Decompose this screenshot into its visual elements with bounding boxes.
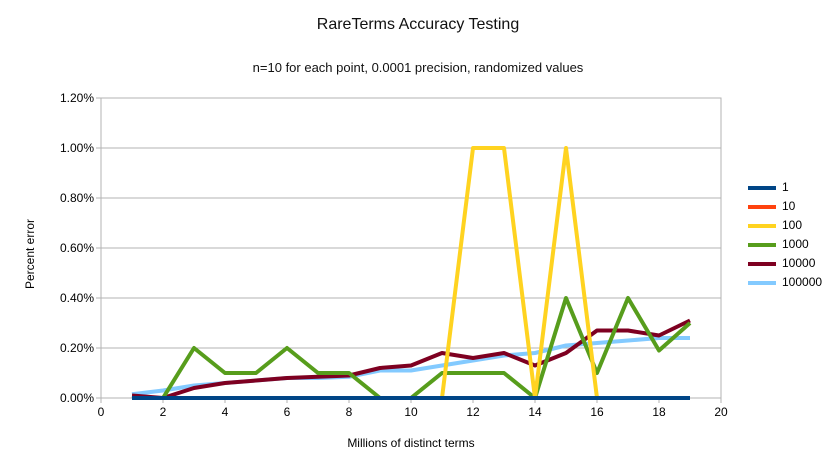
x-tick-label: 6 (284, 405, 291, 419)
chart-title: RareTerms Accuracy Testing (316, 16, 520, 33)
x-tick-label: 14 (528, 405, 542, 419)
x-tick-label: 12 (466, 405, 480, 419)
y-tick-label: 0.40% (60, 291, 94, 305)
x-tick-label: 10 (404, 405, 418, 419)
y-tick-label: 0.00% (60, 391, 94, 405)
series-line-100 (132, 146, 690, 400)
y-tick-label: 1.20% (60, 91, 94, 105)
y-tick-label: 0.60% (60, 241, 94, 255)
legend-label: 100 (782, 218, 803, 232)
legend-swatch (748, 242, 776, 247)
legend-item-10000: 10000 (748, 254, 822, 273)
legend-item-100000: 100000 (748, 273, 822, 292)
legend-swatch (748, 185, 776, 190)
legend-swatch (748, 223, 776, 228)
chart-subtitle: n=10 for each point, 0.0001 precision, r… (252, 60, 584, 75)
x-tick-label: 4 (222, 405, 229, 419)
legend-swatch (748, 261, 776, 266)
x-tick-label: 8 (346, 405, 353, 419)
legend-label: 100000 (782, 275, 823, 289)
x-tick-label: 16 (590, 405, 604, 419)
y-tick-label: 0.80% (60, 191, 94, 205)
legend-item-1000: 1000 (748, 235, 822, 254)
x-tick-label: 18 (652, 405, 666, 419)
legend-swatch (748, 204, 776, 209)
legend-label: 1 (782, 180, 789, 194)
legend-label: 10000 (782, 256, 816, 270)
x-tick-label: 2 (160, 405, 167, 419)
legend-label: 1000 (782, 237, 809, 251)
legend-item-1: 1 (748, 178, 822, 197)
series-line-10000 (131, 318, 691, 400)
legend-item-100: 100 (748, 216, 822, 235)
y-tick-label: 0.20% (60, 341, 94, 355)
legend-item-10: 10 (748, 197, 822, 216)
x-axis-title: Millions of distinct terms (347, 436, 475, 450)
y-tick-label: 1.00% (60, 141, 94, 155)
legend-label: 10 (782, 199, 796, 213)
legend-swatch (748, 280, 776, 285)
x-tick-label: 0 (98, 405, 105, 419)
legend: 1 10 100 1000 10000 100000 (748, 178, 822, 292)
x-tick-label: 20 (714, 405, 728, 419)
